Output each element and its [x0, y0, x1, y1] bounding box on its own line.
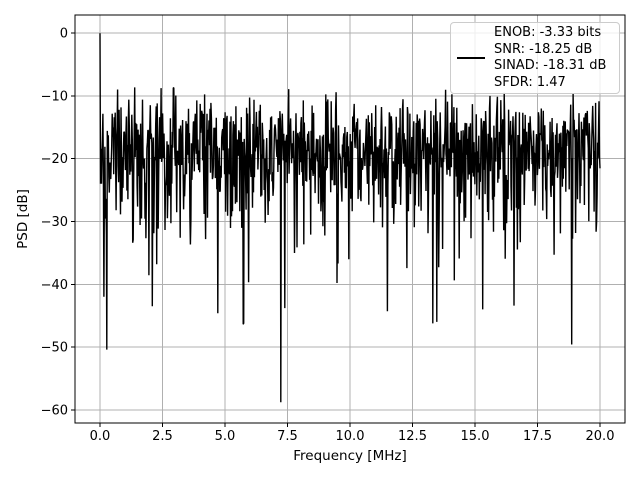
- legend: ENOB: -3.33 bits SNR: -18.25 dB SINAD: -…: [450, 22, 620, 94]
- legend-enob: ENOB: -3.33 bits: [494, 25, 602, 40]
- y-tick-label: −60: [41, 403, 68, 418]
- x-tick-label: 5.0: [215, 429, 236, 444]
- legend-sfdr: SFDR: 1.47: [494, 74, 566, 90]
- y-tick-label: −10: [41, 89, 68, 104]
- y-tick-label: −20: [41, 152, 68, 167]
- x-tick-label: 2.5: [152, 429, 173, 444]
- x-tick-label: 0.0: [90, 429, 111, 444]
- y-tick-label: −30: [41, 215, 68, 230]
- x-axis-label: Frequency [MHz]: [293, 448, 406, 464]
- legend-snr: SNR: -18.25 dB: [494, 41, 593, 57]
- axes-layer: 0.0 2.5 5.0 7.5 10.0 12.5 15.0 17.5 20.0 0 −10 −20 −…: [41, 14, 626, 444]
- data-layer: [99, 33, 601, 403]
- y-tick-label: −40: [41, 278, 68, 293]
- x-tick-label: 12.5: [398, 429, 427, 444]
- x-tick-label: 15.0: [461, 429, 490, 444]
- x-tick-label: 17.5: [523, 429, 552, 444]
- x-tick-label: 20.0: [586, 429, 615, 444]
- y-axis-label: PSD [dB]: [15, 189, 31, 249]
- y-tick-label: 0: [60, 27, 68, 42]
- x-tick-label: 10.0: [336, 429, 365, 444]
- y-tick-label: −50: [41, 341, 68, 356]
- legend-sinad: SINAD: -18.31 dB: [494, 58, 607, 74]
- legend-text: ENOB: -3.33 bits SNR: -18.25 dB SINAD: -…: [494, 25, 606, 91]
- psd-trace: [99, 33, 601, 403]
- x-tick-label: 7.5: [277, 429, 298, 444]
- legend-line-sample-icon: [457, 57, 485, 60]
